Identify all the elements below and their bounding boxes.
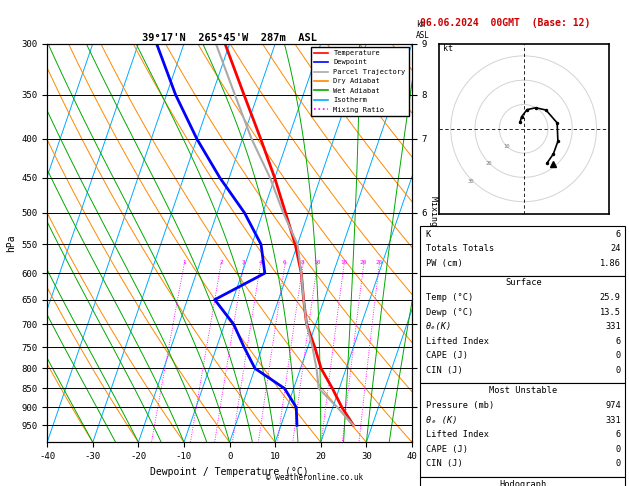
Text: Hodograph: Hodograph (499, 480, 547, 486)
Text: Pressure (mb): Pressure (mb) (426, 401, 494, 410)
Text: 8: 8 (301, 260, 305, 265)
Text: 0: 0 (616, 351, 621, 361)
Text: K: K (426, 230, 431, 239)
Text: © weatheronline.co.uk: © weatheronline.co.uk (266, 473, 363, 482)
Text: θₑ(K): θₑ(K) (426, 322, 452, 331)
Text: 20: 20 (360, 260, 367, 265)
Text: CIN (J): CIN (J) (426, 366, 462, 375)
Text: 331: 331 (605, 416, 621, 425)
Text: 30: 30 (468, 179, 474, 184)
Text: 15: 15 (340, 260, 348, 265)
Text: 25: 25 (376, 260, 383, 265)
Text: km
ASL: km ASL (416, 20, 430, 40)
Text: kt: kt (443, 44, 454, 53)
Text: 1.86: 1.86 (600, 259, 621, 268)
Text: 3: 3 (242, 260, 245, 265)
Text: Lifted Index: Lifted Index (426, 337, 489, 346)
Text: 6: 6 (616, 337, 621, 346)
Text: 0: 0 (616, 445, 621, 454)
Text: 1: 1 (182, 260, 186, 265)
Text: 974: 974 (605, 401, 621, 410)
Text: Lifted Index: Lifted Index (426, 430, 489, 439)
Text: 24: 24 (610, 244, 621, 254)
Text: 0: 0 (616, 366, 621, 375)
Text: Dewp (°C): Dewp (°C) (426, 308, 473, 317)
Text: 25.9: 25.9 (600, 293, 621, 302)
Text: Temp (°C): Temp (°C) (426, 293, 473, 302)
Text: 4: 4 (259, 260, 262, 265)
Text: 13.5: 13.5 (600, 308, 621, 317)
Text: LCL: LCL (421, 364, 435, 373)
Text: 20: 20 (486, 161, 492, 166)
Y-axis label: Mixing Ratio (g/kg): Mixing Ratio (g/kg) (429, 195, 438, 291)
Text: 6: 6 (616, 430, 621, 439)
Text: 0: 0 (616, 459, 621, 469)
Text: 2: 2 (219, 260, 223, 265)
Text: Most Unstable: Most Unstable (489, 386, 557, 396)
Text: 10: 10 (503, 144, 509, 149)
Text: 6: 6 (616, 230, 621, 239)
Text: 06.06.2024  00GMT  (Base: 12): 06.06.2024 00GMT (Base: 12) (420, 18, 591, 28)
Text: 331: 331 (605, 322, 621, 331)
X-axis label: Dewpoint / Temperature (°C): Dewpoint / Temperature (°C) (150, 467, 309, 477)
Text: CAPE (J): CAPE (J) (426, 351, 468, 361)
Text: Surface: Surface (505, 278, 542, 288)
Y-axis label: hPa: hPa (6, 234, 16, 252)
Text: PW (cm): PW (cm) (426, 259, 462, 268)
Title: 39°17'N  265°45'W  287m  ASL: 39°17'N 265°45'W 287m ASL (142, 33, 317, 43)
Legend: Temperature, Dewpoint, Parcel Trajectory, Dry Adiabat, Wet Adiabat, Isotherm, Mi: Temperature, Dewpoint, Parcel Trajectory… (311, 47, 408, 116)
Text: CIN (J): CIN (J) (426, 459, 462, 469)
Text: θₑ (K): θₑ (K) (426, 416, 457, 425)
Text: 6: 6 (283, 260, 287, 265)
Text: CAPE (J): CAPE (J) (426, 445, 468, 454)
Text: Totals Totals: Totals Totals (426, 244, 494, 254)
Text: 10: 10 (313, 260, 321, 265)
